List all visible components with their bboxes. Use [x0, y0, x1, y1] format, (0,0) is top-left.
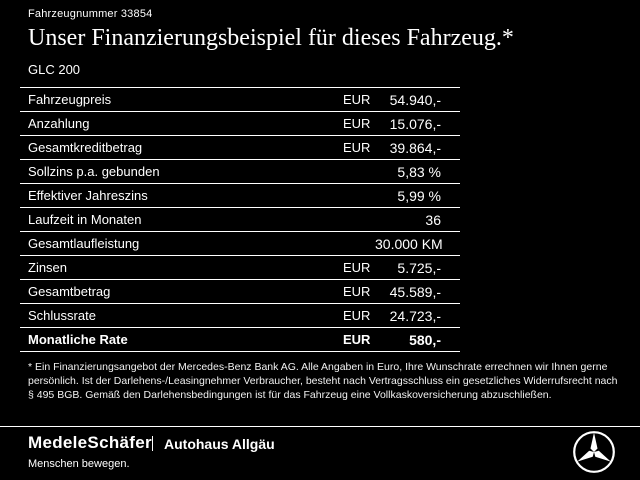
row-value: 5,99 % — [397, 187, 441, 204]
dealer-logo-text: MedeleSchäfer — [28, 433, 152, 452]
row-label: Anzahlung — [28, 116, 90, 131]
row-label: Gesamtbetrag — [28, 284, 111, 299]
row-currency: EUR — [343, 284, 371, 299]
row-label: Monatliche Rate — [28, 332, 128, 347]
table-row: Effektiver Jahreszins 5,99 % — [20, 183, 460, 207]
financing-table: Fahrzeugpreis EUR 54.940,- Anzahlung EUR 15.0… — [20, 87, 460, 352]
table-row: Schlussrate EUR 24.723,- — [20, 303, 460, 327]
row-label: Laufzeit in Monaten — [28, 212, 142, 227]
table-row: Monatliche Rate EUR 580,- — [20, 327, 460, 351]
table-row: Zinsen EUR 5.725,- — [20, 255, 460, 279]
row-label: Effektiver Jahreszins — [28, 188, 148, 203]
table-row: Gesamtkreditbetrag EUR 39.864,- — [20, 135, 460, 159]
row-value: 5,83 % — [397, 163, 441, 180]
table-row: Gesamtlaufleistung 30.000 KM — [20, 231, 460, 255]
row-label: Gesamtlaufleistung — [28, 236, 140, 251]
mercedes-star-icon — [572, 430, 616, 474]
footer-divider — [0, 426, 640, 427]
row-label: Gesamtkreditbetrag — [28, 140, 143, 155]
table-row: Fahrzeugpreis EUR 54.940,- — [20, 87, 460, 111]
row-currency: EUR — [343, 332, 371, 347]
row-value: 24.723,- — [389, 307, 441, 324]
legal-footnote: * Ein Finanzierungsangebot der Mercedes-… — [28, 361, 618, 401]
row-value: 36 — [425, 211, 441, 228]
row-label: Zinsen — [28, 260, 68, 275]
table-row: Sollzins p.a. gebunden 5,83 % — [20, 159, 460, 183]
row-value: 30.000 KM — [375, 235, 443, 252]
row-label: Fahrzeugpreis — [28, 92, 112, 107]
dealer-secondary-name: Autohaus Allgäu — [164, 436, 275, 452]
row-label: Sollzins p.a. gebunden — [28, 164, 160, 179]
row-value: 39.864,- — [389, 139, 441, 156]
vehicle-model: GLC 200 — [28, 62, 81, 77]
dealer-tagline: Menschen bewegen. — [28, 458, 130, 470]
row-label: Schlussrate — [28, 308, 96, 323]
row-value: 45.589,- — [389, 283, 441, 300]
table-row: Laufzeit in Monaten 36 — [20, 207, 460, 231]
row-currency: EUR — [343, 308, 371, 323]
row-value: 15.076,- — [389, 115, 441, 132]
vehicle-number: Fahrzeugnummer 33854 — [28, 8, 153, 20]
footer-separator — [152, 436, 153, 451]
table-row: Anzahlung EUR 15.076,- — [20, 111, 460, 135]
table-row: Gesamtbetrag EUR 45.589,- — [20, 279, 460, 303]
row-currency: EUR — [343, 140, 371, 155]
row-value: 54.940,- — [389, 91, 441, 108]
page-title: Unser Finanzierungsbeispiel für dieses F… — [28, 25, 514, 51]
row-value: 580,- — [409, 331, 441, 348]
row-currency: EUR — [343, 116, 371, 131]
row-value: 5.725,- — [397, 259, 441, 276]
row-currency: EUR — [343, 92, 371, 107]
row-currency: EUR — [343, 260, 371, 275]
